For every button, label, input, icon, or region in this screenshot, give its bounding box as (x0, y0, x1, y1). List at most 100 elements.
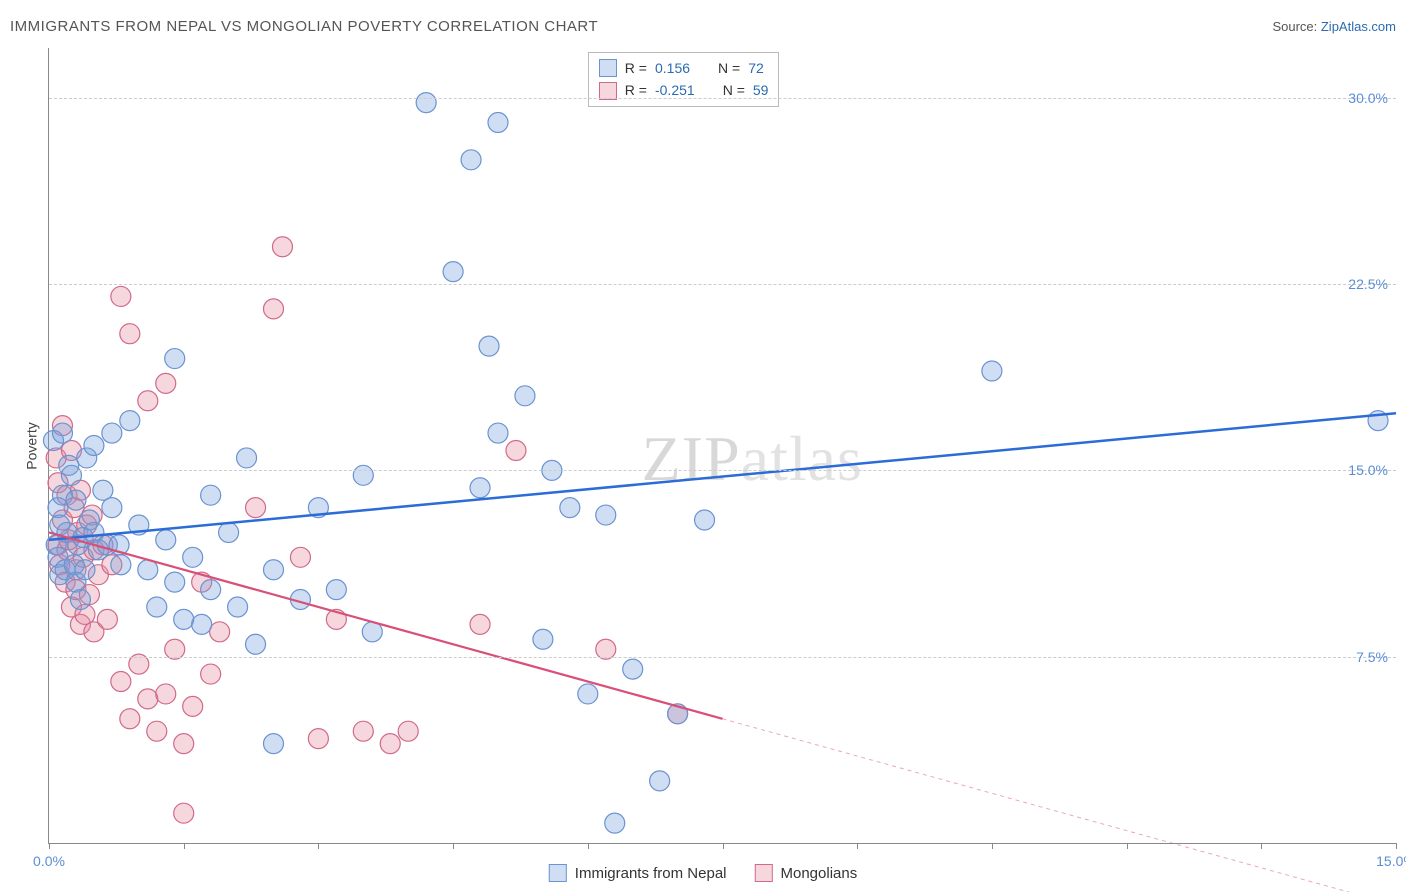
gridline-h (49, 284, 1396, 285)
swatch-mongolian-icon-2 (755, 864, 773, 882)
mongolian-point (138, 391, 158, 411)
mongolian-point (210, 622, 230, 642)
nepal-point (578, 684, 598, 704)
nepal-point (228, 597, 248, 617)
nepal-point (488, 113, 508, 133)
source-link[interactable]: ZipAtlas.com (1321, 19, 1396, 34)
nepal-point (461, 150, 481, 170)
x-tick (1396, 843, 1397, 849)
nepal-point (326, 580, 346, 600)
gridline-h (49, 657, 1396, 658)
mongolian-point (353, 721, 373, 741)
mongolian-point (183, 696, 203, 716)
chart-header: IMMIGRANTS FROM NEPAL VS MONGOLIAN POVER… (10, 18, 1396, 35)
mongolian-point (120, 709, 140, 729)
nepal-point (201, 580, 221, 600)
nepal-point (165, 349, 185, 369)
nepal-point (605, 813, 625, 833)
r-label: R = (625, 57, 647, 79)
nepal-point (695, 510, 715, 530)
mongolian-point (290, 547, 310, 567)
x-tick (318, 843, 319, 849)
x-tick (992, 843, 993, 849)
mongolian-point (138, 689, 158, 709)
swatch-nepal-icon-2 (549, 864, 567, 882)
legend-item-nepal: Immigrants from Nepal (549, 864, 727, 882)
nepal-point (102, 498, 122, 518)
nepal-point (75, 560, 95, 580)
mongolian-point (470, 614, 490, 634)
mongolian-point (156, 684, 176, 704)
nepal-point (488, 423, 508, 443)
nepal-point (353, 465, 373, 485)
mongolian-point (97, 609, 117, 629)
nepal-point (61, 465, 81, 485)
nepal-point (66, 490, 86, 510)
nepal-r-value: 0.156 (655, 57, 690, 79)
nepal-point (246, 634, 266, 654)
mongolian-point (398, 721, 418, 741)
nepal-point (264, 560, 284, 580)
chart-plot-area: ZIPatlas R = 0.156 N = 72 R = -0.251 N =… (48, 48, 1396, 844)
nepal-point (479, 336, 499, 356)
nepal-point (165, 572, 185, 592)
gridline-h (49, 98, 1396, 99)
nepal-point (560, 498, 580, 518)
y-axis-label: Poverty (24, 422, 40, 469)
x-tick (49, 843, 50, 849)
nepal-point (52, 423, 72, 443)
legend-nepal-label: Immigrants from Nepal (575, 865, 727, 882)
nepal-point (470, 478, 490, 498)
nepal-point (982, 361, 1002, 381)
nepal-point (147, 597, 167, 617)
nepal-point (156, 530, 176, 550)
nepal-point (84, 436, 104, 456)
nepal-point (515, 386, 535, 406)
scatter-svg (49, 48, 1396, 843)
mongolian-point (174, 803, 194, 823)
legend-series: Immigrants from Nepal Mongolians (549, 864, 857, 882)
nepal-point (102, 423, 122, 443)
legend-mongolian-label: Mongolians (781, 865, 858, 882)
y-tick-label: 7.5% (1356, 649, 1388, 665)
mongolian-point (156, 373, 176, 393)
nepal-point (264, 734, 284, 754)
x-tick (1127, 843, 1128, 849)
y-tick-label: 30.0% (1348, 90, 1388, 106)
nepal-point (120, 411, 140, 431)
mongolian-point (111, 286, 131, 306)
x-tick (857, 843, 858, 849)
x-tick (723, 843, 724, 849)
y-tick-label: 22.5% (1348, 276, 1388, 292)
nepal-point (70, 590, 90, 610)
nepal-n-value: 72 (748, 57, 764, 79)
mongolian-point (174, 734, 194, 754)
mongolian-point (264, 299, 284, 319)
legend-item-mongolian: Mongolians (755, 864, 858, 882)
mongolian-point (147, 721, 167, 741)
mongolian-point (380, 734, 400, 754)
x-tick-label: 0.0% (33, 853, 65, 869)
mongolian-point (246, 498, 266, 518)
x-tick (184, 843, 185, 849)
nepal-point (237, 448, 257, 468)
chart-title: IMMIGRANTS FROM NEPAL VS MONGOLIAN POVER… (10, 18, 598, 35)
nepal-point (443, 262, 463, 282)
x-tick (1261, 843, 1262, 849)
swatch-nepal-icon (599, 59, 617, 77)
n-label: N = (718, 57, 740, 79)
nepal-point (623, 659, 643, 679)
mongolian-point (120, 324, 140, 344)
nepal-point (416, 93, 436, 113)
nepal-point (650, 771, 670, 791)
x-tick-label: 15.0% (1376, 853, 1406, 869)
nepal-point (192, 614, 212, 634)
nepal-point (533, 629, 553, 649)
nepal-point (596, 505, 616, 525)
x-tick (453, 843, 454, 849)
gridline-h (49, 470, 1396, 471)
mongolian-point (272, 237, 292, 257)
legend-row-nepal: R = 0.156 N = 72 (599, 57, 769, 79)
nepal-point (183, 547, 203, 567)
mongolian-point (506, 440, 526, 460)
